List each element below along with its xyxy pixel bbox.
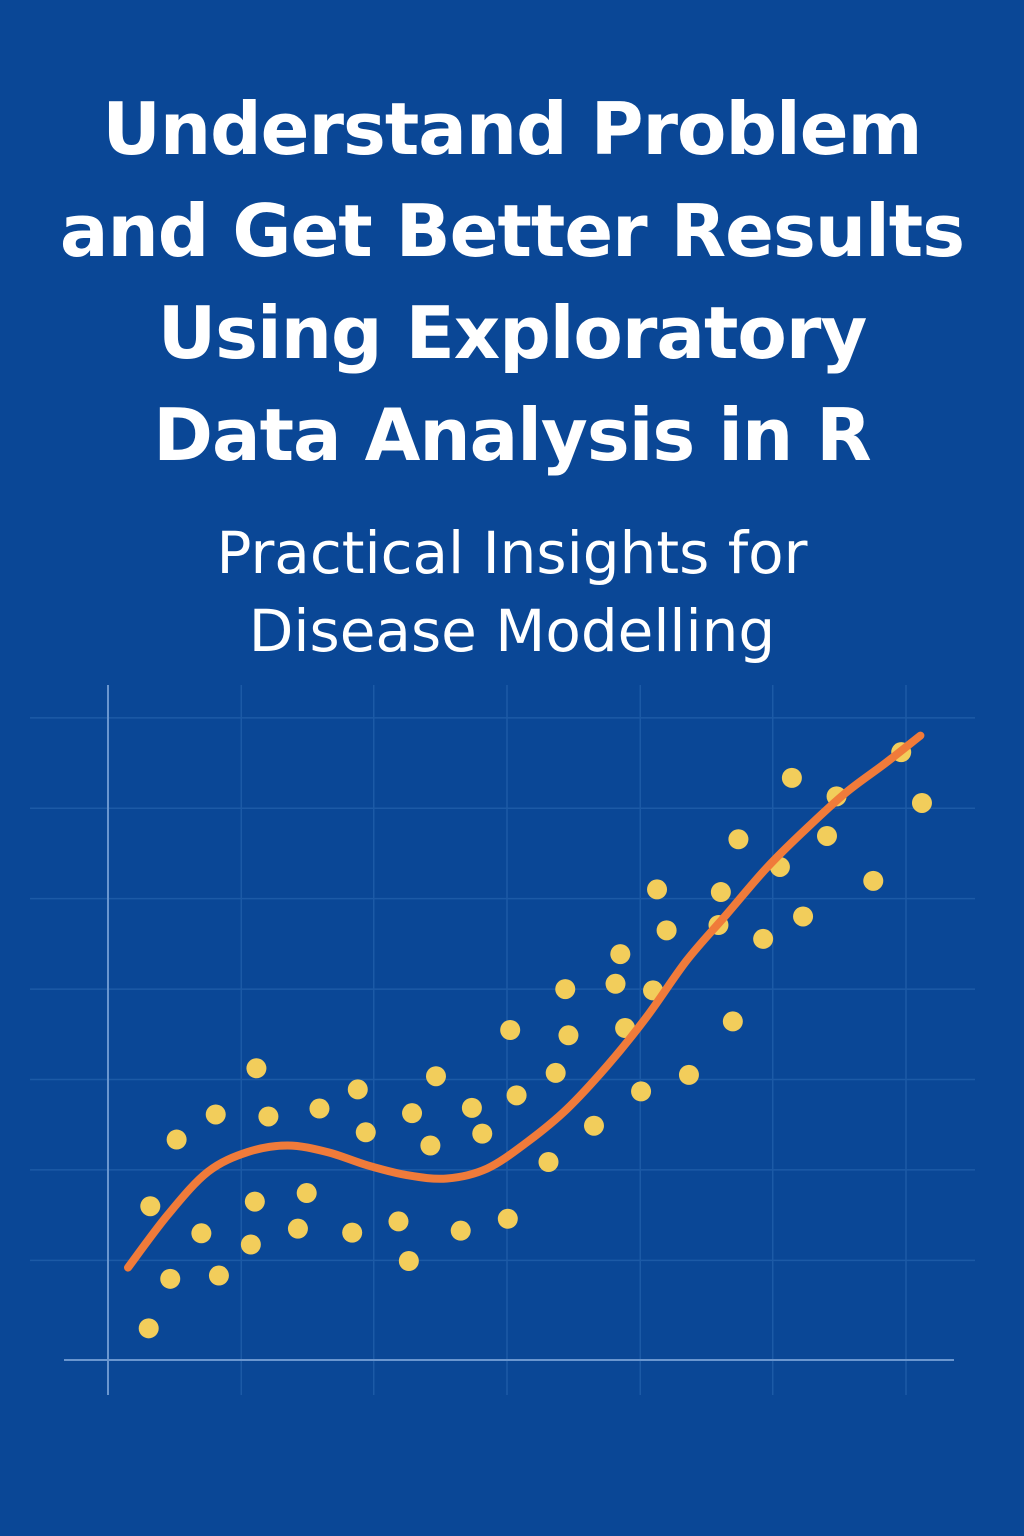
data-point xyxy=(355,1122,376,1143)
data-point xyxy=(420,1135,441,1156)
data-point xyxy=(398,1251,419,1271)
data-point xyxy=(555,979,576,1000)
title-line: Data Analysis in R xyxy=(153,393,872,477)
data-point xyxy=(205,1104,226,1125)
subtitle: Practical Insights for Disease Modelling xyxy=(0,514,1024,670)
data-point xyxy=(656,920,677,941)
grid xyxy=(30,685,975,1395)
data-point xyxy=(793,906,814,927)
data-point xyxy=(722,1011,743,1032)
data-point xyxy=(497,1208,518,1229)
data-point xyxy=(191,1223,212,1244)
data-point xyxy=(647,879,668,900)
data-point xyxy=(342,1222,363,1243)
data-point xyxy=(506,1085,527,1106)
data-point xyxy=(538,1152,559,1172)
data-points xyxy=(138,742,932,1339)
data-point xyxy=(296,1183,317,1204)
data-point xyxy=(863,870,884,891)
title-line: Understand Problem xyxy=(102,87,922,171)
data-point xyxy=(753,928,774,949)
data-point xyxy=(461,1097,482,1118)
data-point xyxy=(160,1268,181,1289)
data-point xyxy=(500,1020,521,1040)
data-point xyxy=(472,1123,493,1144)
data-point xyxy=(450,1220,471,1241)
data-point xyxy=(402,1103,423,1124)
data-point xyxy=(781,767,802,788)
data-point xyxy=(710,882,731,903)
data-point xyxy=(911,792,932,813)
data-point xyxy=(605,973,626,994)
data-point xyxy=(244,1191,265,1212)
data-point xyxy=(138,1318,159,1339)
data-point xyxy=(583,1115,604,1136)
data-point xyxy=(287,1218,308,1239)
data-point xyxy=(558,1025,579,1046)
subtitle-line: Disease Modelling xyxy=(248,597,776,665)
data-point xyxy=(258,1106,279,1127)
data-point xyxy=(678,1064,699,1085)
data-point xyxy=(631,1081,652,1102)
axes xyxy=(64,685,954,1395)
title: Understand Problem and Get Better Result… xyxy=(0,78,1024,486)
data-point xyxy=(309,1098,330,1119)
title-line: Using Exploratory xyxy=(157,291,868,375)
trend-line-group xyxy=(124,731,925,1272)
data-point xyxy=(388,1211,409,1232)
data-point xyxy=(816,825,837,846)
data-point xyxy=(610,944,631,965)
subtitle-line: Practical Insights for xyxy=(216,519,808,587)
data-point xyxy=(347,1079,368,1100)
data-point xyxy=(545,1062,566,1083)
data-point xyxy=(728,829,749,850)
data-point xyxy=(208,1265,229,1286)
data-point xyxy=(140,1196,161,1217)
data-point xyxy=(240,1234,261,1255)
data-point xyxy=(425,1066,446,1087)
data-point xyxy=(246,1058,267,1079)
trend-line xyxy=(124,731,925,1272)
data-point xyxy=(166,1129,187,1150)
title-line: and Get Better Results xyxy=(59,189,965,273)
